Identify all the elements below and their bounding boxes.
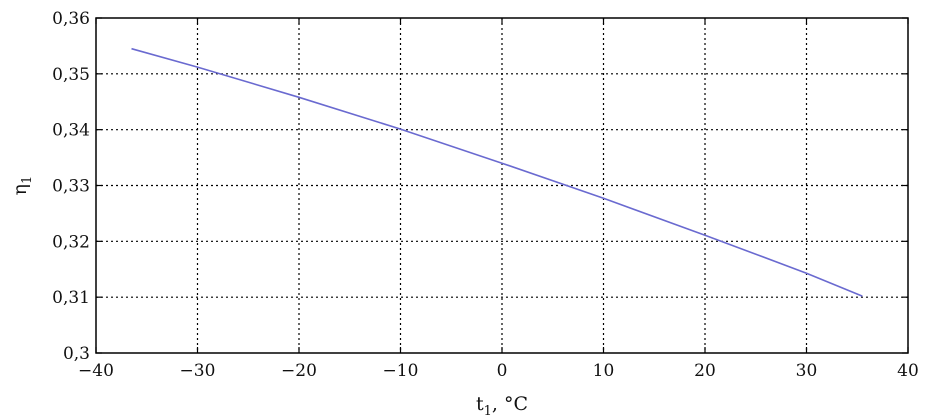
x-axis-ticks: −40 −30 −20 −10 0 10 20 30 40 [78,18,919,381]
y-tick-label: 0,36 [52,9,90,29]
y-tick-label: 0,3 [63,344,90,364]
y-axis-symbol: η [9,184,31,195]
y-tick-label: 0,31 [52,288,90,308]
y-axis-title: η1 [9,176,35,196]
x-axis-title: t1, °C [476,393,528,418]
y-tick-label: 0,35 [52,65,90,85]
x-tick-label: −30 [180,361,216,381]
series-line [131,47,863,297]
grid [96,18,908,353]
x-tick-label: 40 [897,361,919,381]
series-layer [131,47,863,297]
x-tick-label: −10 [383,361,419,381]
x-tick-label: −40 [78,361,114,381]
x-axis-symbol: t [476,393,484,415]
x-axis-unit: , °C [492,393,528,415]
x-axis-subscript: 1 [484,404,492,418]
x-tick-label: −20 [281,361,317,381]
y-tick-label: 0,33 [52,177,90,197]
y-tick-label: 0,32 [52,232,90,252]
y-axis-ticks: 0,3 0,31 0,32 0,33 0,34 0,35 0,36 [52,9,908,364]
y-axis-subscript: 1 [20,176,35,184]
x-tick-label: 30 [796,361,818,381]
x-tick-label: 0 [497,361,508,381]
x-tick-label: 10 [593,361,615,381]
y-tick-label: 0,34 [52,121,90,141]
x-tick-label: 20 [694,361,716,381]
